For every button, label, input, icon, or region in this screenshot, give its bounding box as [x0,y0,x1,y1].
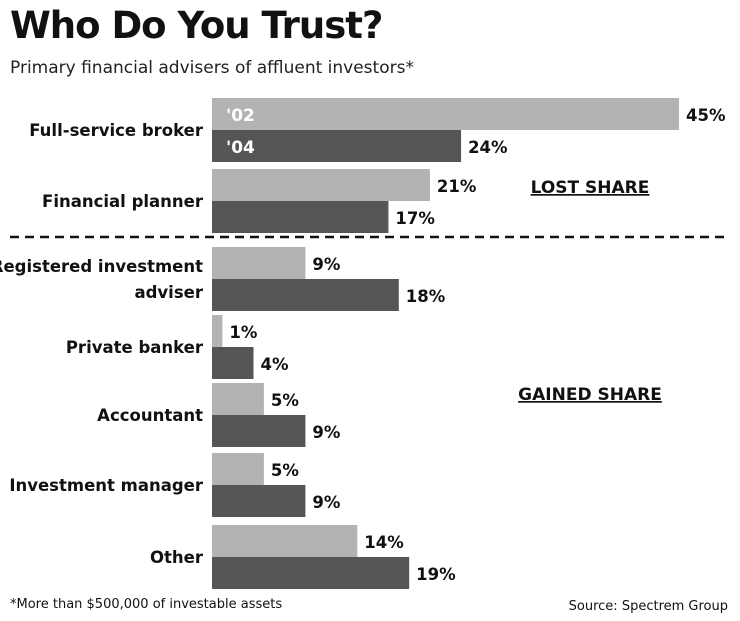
value-label: 9% [312,255,340,274]
bar [212,279,399,311]
category-label: Other [150,548,204,567]
value-label: 5% [271,461,299,480]
bar [212,130,462,162]
category-label: Registered investment [0,257,203,276]
bar [212,383,264,415]
value-label: 14% [364,533,404,552]
footnote: *More than $500,000 of investable assets [10,597,283,612]
bar [212,453,264,485]
category-label: adviser [134,283,203,302]
value-label: 17% [395,209,435,228]
bar [212,315,223,347]
category-label: Investment manager [9,476,204,495]
value-label: 24% [468,138,508,157]
category-label: Financial planner [42,192,204,211]
value-label: 19% [416,565,456,584]
category-label: Private banker [66,338,204,357]
bar [212,485,306,517]
bar [212,415,306,447]
source-credit: Source: Spectrem Group [568,599,728,614]
bar [212,525,358,557]
annotation-gained-share: GAINED SHARE [518,385,662,405]
bar [212,201,389,233]
bar [212,347,254,379]
bar [212,169,430,201]
value-label: 21% [437,177,477,196]
value-label: 1% [229,323,257,342]
value-label: 45% [686,106,726,125]
chart-title: Who Do You Trust? [10,4,383,47]
category-label: Full-service broker [29,121,204,140]
value-label: 9% [312,423,340,442]
bar [212,98,679,130]
category-label: Accountant [97,406,203,425]
value-label: 18% [406,287,446,306]
chart-subtitle: Primary financial advisers of affluent i… [10,58,414,78]
annotation-lost-share: LOST SHARE [531,178,650,198]
legend-label: '04 [226,138,255,158]
bar [212,557,410,589]
value-label: 5% [271,391,299,410]
legend-label: '02 [226,106,255,126]
value-label: 4% [261,355,289,374]
bar [212,247,306,279]
value-label: 9% [312,493,340,512]
